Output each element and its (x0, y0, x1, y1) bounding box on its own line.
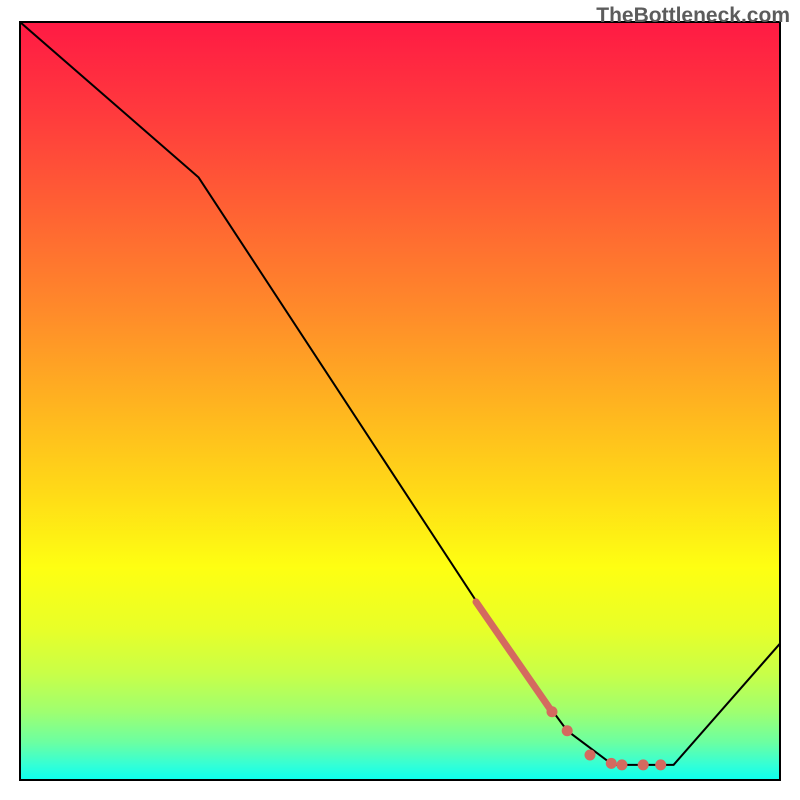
plot-background (20, 22, 780, 780)
highlight-dot (655, 759, 666, 770)
watermark-text: TheBottleneck.com (596, 4, 790, 28)
highlight-dot (638, 759, 649, 770)
highlight-dot (606, 758, 617, 769)
highlight-dot (585, 749, 596, 760)
bottleneck-chart: TheBottleneck.com (0, 0, 800, 800)
highlight-dot (562, 725, 573, 736)
chart-svg (0, 0, 800, 800)
highlight-dot (616, 759, 627, 770)
highlight-dot (547, 706, 558, 717)
